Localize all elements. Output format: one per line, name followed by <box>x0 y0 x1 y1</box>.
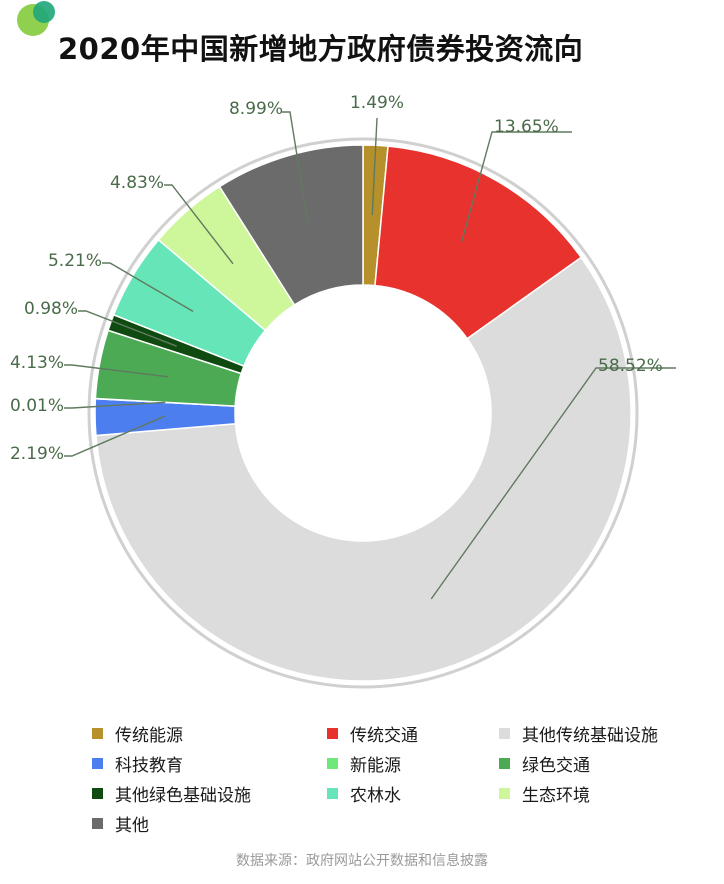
outer-ring <box>87 137 639 689</box>
legend-item-10: 其他 <box>92 812 327 836</box>
legend-item-7: 其他绿色基础设施 <box>92 782 327 806</box>
data-label-3: 58.52% <box>598 356 663 376</box>
leader-line-10 <box>282 111 309 223</box>
chart-legend: 传统能源 传统交通 其他传统基础设施科技教育 新能源 绿色交通其他绿色基础设施 农林水 生态… <box>92 722 724 836</box>
donut-slice-3 <box>95 256 632 682</box>
legend-swatch <box>499 727 510 739</box>
legend-label: 农林水 <box>350 785 401 806</box>
leader-line-4 <box>64 415 166 457</box>
chart-data-labels: 1.49% 13.65% 58.52% 2.19% 0.01% 4.13% 0.98% 5.2… <box>10 93 663 464</box>
legend-item-3: 其他传统基础设施 <box>499 722 719 746</box>
chart-title: 2020年中国新增地方政府债券投资流向 <box>58 32 584 66</box>
data-label-6: 4.13% <box>10 353 64 373</box>
data-label-5: 0.01% <box>10 396 64 416</box>
legend-item-8: 农林水 <box>327 782 499 806</box>
legend-swatch <box>92 727 103 739</box>
leader-line-6 <box>64 364 169 378</box>
legend-label: 其他 <box>115 815 149 836</box>
logo-icon <box>17 1 55 36</box>
donut-chart: 1.49% 13.65% 58.52% 2.19% 0.01% 4.13% 0.98% 5.2… <box>10 93 676 689</box>
legend-swatch <box>92 817 103 829</box>
leader-line-2 <box>461 131 572 242</box>
donut-slice-2 <box>374 145 583 340</box>
data-label-7: 0.98% <box>24 299 78 319</box>
legend-label: 新能源 <box>350 755 401 776</box>
legend-label: 其他绿色基础设施 <box>115 785 251 806</box>
data-label-4: 2.19% <box>10 444 64 464</box>
data-label-8: 5.21% <box>48 251 102 271</box>
leader-line-9 <box>164 184 234 265</box>
legend-swatch <box>92 757 103 769</box>
legend-label: 科技教育 <box>115 755 183 776</box>
legend-item-2: 传统交通 <box>327 722 499 746</box>
leader-line-8 <box>102 262 194 313</box>
legend-item-1: 传统能源 <box>92 722 327 746</box>
data-source: 数据来源：政府网站公开数据和信息披露 <box>236 853 488 869</box>
leader-line-1 <box>371 117 378 216</box>
chart-slices <box>94 144 632 682</box>
leader-line-3 <box>430 367 676 600</box>
legend-label: 传统交通 <box>350 725 418 746</box>
legend-item-4: 科技教育 <box>92 752 327 776</box>
donut-slice-10 <box>218 144 364 306</box>
chart-leader-lines <box>64 111 676 600</box>
logo-circle-dark <box>33 1 55 23</box>
data-label-2: 13.65% <box>494 117 559 137</box>
legend-label: 绿色交通 <box>522 755 590 776</box>
legend-swatch <box>327 787 338 799</box>
legend-label: 生态环境 <box>522 785 590 806</box>
leader-line-7 <box>78 310 177 347</box>
legend-item-9: 生态环境 <box>499 782 719 806</box>
legend-swatch <box>499 787 510 799</box>
data-label-9: 4.83% <box>110 173 164 193</box>
legend-item-5: 新能源 <box>327 752 499 776</box>
legend-label: 传统能源 <box>115 725 183 746</box>
legend-item-6: 绿色交通 <box>499 752 719 776</box>
data-label-10: 8.99% <box>229 99 283 119</box>
leader-line-5 <box>64 401 166 409</box>
data-label-1: 1.49% <box>350 93 404 113</box>
legend-swatch <box>327 727 338 739</box>
legend-swatch <box>499 757 510 769</box>
legend-swatch <box>327 757 338 769</box>
legend-label: 其他传统基础设施 <box>522 725 658 746</box>
legend-swatch <box>92 787 103 799</box>
